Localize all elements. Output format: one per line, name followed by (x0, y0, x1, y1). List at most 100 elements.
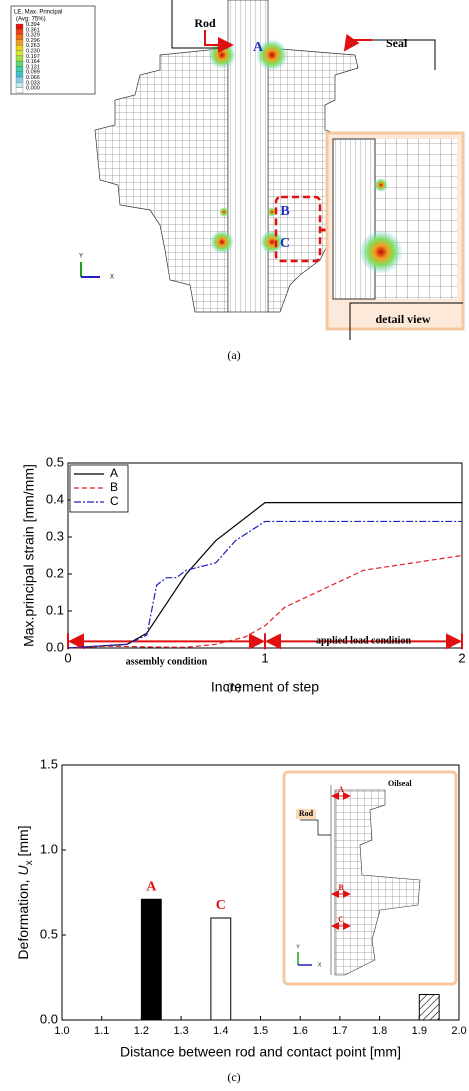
legend-box (10, 5, 96, 95)
legend-value: 0.131 (26, 64, 40, 70)
y-tick-label: 1.0 (40, 841, 58, 856)
legend-swatch (15, 66, 24, 72)
rod-label: Rod (194, 16, 216, 30)
legend-swatch (15, 76, 24, 83)
x-axis-label: Distance between rod and contact point [… (120, 1044, 401, 1060)
y-axis-label-part: Deformation, (15, 876, 31, 960)
legend-value: 0.296 (26, 38, 40, 44)
legend-swatch (15, 60, 24, 67)
inset-mesh (334, 789, 421, 976)
legend-swatch (15, 50, 24, 56)
triad-label: Y (79, 254, 83, 260)
legend-swatch (15, 82, 24, 88)
inset-triad-label: X (318, 962, 322, 968)
x-tick-label: 1.7 (332, 1025, 347, 1037)
legend-value: 0.066 (26, 75, 40, 81)
hotspot (267, 207, 277, 217)
legend-value: 0.000 (26, 86, 40, 92)
x-tick-label: 0 (64, 650, 71, 665)
legend-swatch (15, 87, 24, 94)
hotspot (219, 207, 229, 217)
x-axis-label: Increment of step (211, 679, 319, 695)
y-axis-label-part: [mm] (15, 825, 31, 860)
hotspot (210, 230, 234, 254)
y-tick-label: 0.2 (46, 565, 64, 580)
x-tick-label: 1.5 (253, 1025, 268, 1037)
legend-value: 0.099 (26, 70, 40, 76)
legend-label: B (110, 480, 118, 494)
x-tick-label: 1.2 (134, 1025, 149, 1037)
frame-line (171, 0, 228, 49)
y-tick-label: 0.3 (46, 528, 64, 543)
detail-rod (332, 138, 376, 300)
y-axis-label: Deformation, Ux [mm] (15, 825, 35, 959)
hotspot (260, 230, 284, 254)
arrow (343, 33, 372, 52)
x-tick-label: 1.1 (94, 1025, 109, 1037)
inset-label: B (338, 883, 344, 892)
hotspot (359, 230, 403, 274)
legend-swatch (15, 71, 24, 78)
inset-label: A (338, 785, 344, 794)
frame-line (362, 39, 436, 70)
legend-swatch (15, 23, 24, 30)
hotspot (374, 178, 388, 192)
x-tick-label: 1.9 (412, 1025, 427, 1037)
bar (140, 898, 162, 1021)
detail-label: detail view (376, 312, 431, 326)
hotspot (256, 39, 288, 71)
y-axis-label-part: U (15, 865, 31, 876)
inset-label: C (338, 915, 344, 924)
legend-value: 0.394 (26, 22, 40, 28)
y-tick-label: 1.5 (40, 756, 58, 771)
x-tick-label: 2.0 (451, 1025, 466, 1037)
frame-line (349, 302, 463, 340)
legend-swatch (15, 39, 24, 46)
triad-label: X (110, 275, 114, 281)
annotation: applied load condition (316, 635, 411, 646)
x-tick-label: 2 (458, 650, 465, 665)
legend-subtitle: (Avg: 75%) (16, 17, 46, 23)
y-tick-label: 0.0 (40, 1011, 58, 1026)
seal-label: Seal (386, 36, 408, 50)
arrow (204, 30, 234, 53)
x-tick-label: 1.4 (213, 1025, 228, 1037)
legend-value: 0.329 (26, 33, 40, 39)
legend-swatch (15, 34, 24, 41)
legend-value: 0.263 (26, 43, 40, 49)
x-tick-label: 1.6 (293, 1025, 308, 1037)
y-tick-label: 0.1 (46, 602, 64, 617)
panel-c-inset: Oilseal Rod A B C Y X (282, 770, 458, 986)
legend-label: A (110, 466, 118, 480)
inset-tag (296, 809, 316, 819)
seal-mesh-left (94, 47, 229, 313)
bar (210, 917, 232, 1021)
y-tick-label: 0.5 (40, 926, 58, 941)
inset-triad-label: Y (296, 944, 300, 950)
legend-title: LE, Max. Principal (14, 10, 62, 16)
caption: (b) (227, 680, 241, 694)
y-tick-label: 0.4 (46, 491, 64, 506)
point-label: B (280, 204, 289, 219)
legend-value: 0.197 (26, 54, 40, 60)
bar-label: C (216, 898, 226, 913)
line-series (67, 554, 463, 649)
leader (300, 819, 331, 836)
inset-label: Oilseal (388, 779, 412, 788)
legend-value: 0.361 (26, 27, 40, 33)
y-tick-label: 0.0 (46, 639, 64, 654)
caption: (a) (227, 348, 240, 362)
legend-value: 0.033 (26, 80, 40, 86)
legend-label: C (110, 494, 119, 508)
x-tick-label: 1.3 (173, 1025, 188, 1037)
line-series (67, 520, 462, 649)
point-label: A (253, 40, 264, 55)
legend-value: 0.230 (26, 48, 40, 54)
annotation: assembly condition (126, 656, 208, 667)
caption: (c) (227, 1070, 240, 1084)
bar-label: A (146, 880, 157, 895)
point-label: C (280, 236, 290, 251)
legend-value: 0.164 (26, 59, 40, 65)
x-tick-label: 1.8 (372, 1025, 387, 1037)
